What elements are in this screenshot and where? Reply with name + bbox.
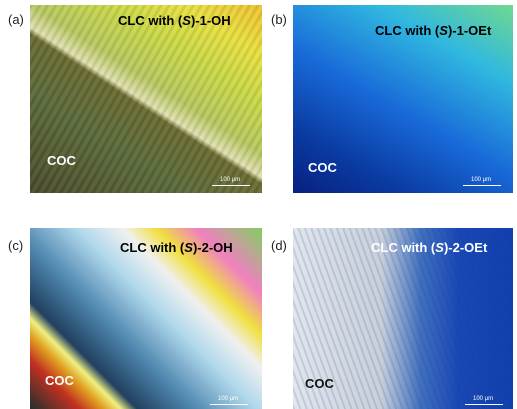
panel-label: (b) [271,12,287,27]
region-label: COC [308,160,337,175]
scale-bar [212,185,250,186]
panel-title: CLC with (S)-2-OH [120,240,233,255]
scale-label: 100 μm [473,396,493,402]
scale-label: 100 μm [220,177,240,183]
micrograph: CLC with (S)-2-OH COC 100 μm [30,228,262,409]
scale-bar [463,185,501,186]
region-label: COC [47,153,76,168]
panel-label: (a) [8,12,24,27]
scale-bar [465,404,503,405]
micrograph: CLC with (S)-2-OEt COC 100 μm [293,228,513,409]
figure: (a) (b) (c) (d) CLC with (S)-1-OH COC 10… [0,0,517,409]
micrograph: CLC with (S)-1-OEt COC 100 μm [293,5,513,193]
region-label: COC [305,376,334,391]
scale-bar [210,404,248,405]
micrograph: CLC with (S)-1-OH COC 100 μm [30,5,262,193]
scale-label: 100 μm [471,177,491,183]
scale-label: 100 μm [218,396,238,402]
region-label: COC [45,373,74,388]
panel-title: CLC with (S)-1-OH [118,13,231,28]
panel-title: CLC with (S)-1-OEt [375,23,491,38]
panel-label: (d) [271,238,287,253]
panel-label: (c) [8,238,23,253]
panel-title: CLC with (S)-2-OEt [371,240,487,255]
